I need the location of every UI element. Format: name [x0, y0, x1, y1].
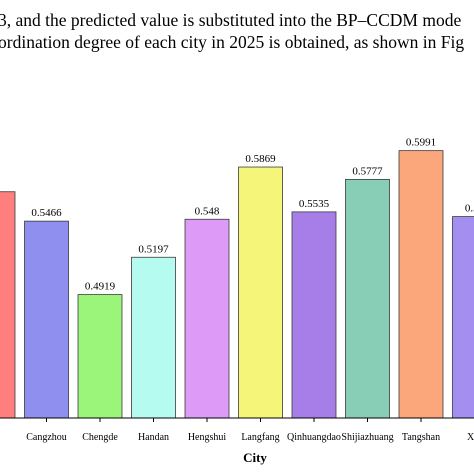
figure-caption-line-1: 3, and the predicted value is substitute…: [0, 10, 462, 30]
data-label-chengde: 0.4919: [85, 281, 116, 293]
x-axis-title: City: [243, 450, 267, 465]
data-labels-group: 0.5466 0.4919 0.5197 0.548 0.5869 0.5535 0.577…: [31, 137, 474, 293]
x-tick-label-hengshui: Hengshui: [188, 432, 227, 443]
x-tick-labels-group: gCangzhouChengdeHandanHengshuiLangfangQi…: [26, 418, 474, 443]
data-label-hengshui: 0.548: [195, 205, 220, 217]
data-label-langfang: 0.5869: [245, 153, 276, 165]
x-tick-label-chengde: Chengde: [82, 432, 118, 443]
data-label-shijiazhuang: 0.5777: [352, 165, 383, 177]
data-label-tangshan: 0.5991: [406, 137, 436, 149]
bar-handan: [131, 256, 176, 419]
x-tick-label-xingtai: Xin: [467, 432, 474, 443]
bar-shijiazhuang: [345, 178, 390, 419]
bar-chengde: [77, 294, 123, 419]
bar-qinhuangdao: [291, 211, 337, 419]
bar-xingtai: [452, 216, 474, 419]
data-label-handan: 0.5197: [138, 243, 169, 255]
x-tick-label-langfang: Langfang: [241, 432, 279, 443]
bar-hengshui: [184, 218, 230, 419]
x-tick-label-handan: Handan: [138, 432, 169, 443]
figure-caption-line-2: ordination degree of each city in 2025 i…: [0, 32, 465, 52]
bar-tangshan: [398, 150, 444, 419]
data-label-cangzhou: 0.5466: [31, 207, 62, 219]
bar-baoding: [0, 191, 16, 419]
data-label-xingtai: 0.55: [465, 203, 474, 215]
bar-cangzhou: [24, 220, 69, 419]
x-tick-label-qinhuangdao: Qinhuangdao: [287, 432, 341, 443]
bar-langfang: [238, 166, 283, 419]
x-tick-label-cangzhou: Cangzhou: [26, 432, 67, 443]
x-tick-label-shijiazhuang: Shijiazhuang: [341, 432, 393, 443]
data-label-qinhuangdao: 0.5535: [299, 198, 330, 210]
bars-group: [0, 150, 474, 419]
x-tick-label-tangshan: Tangshan: [402, 432, 440, 443]
